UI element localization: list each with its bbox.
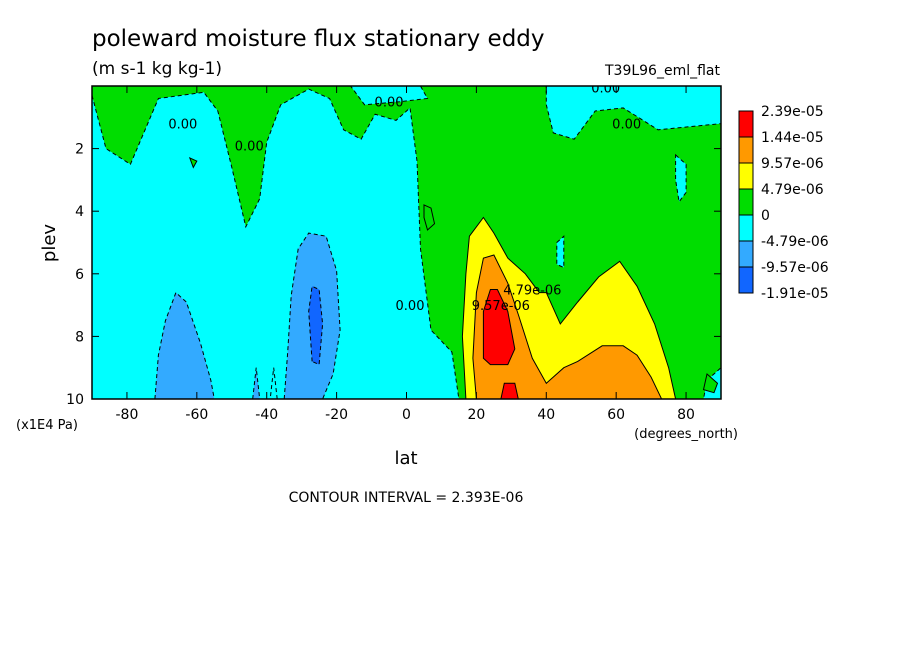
y-tick-label-3: 8 <box>75 329 84 345</box>
y-tick-label-0: 2 <box>75 142 84 158</box>
contour-label-layer: 0.00 0.00 0.00 0.00 0.00 0.00 9.57e-064.79e-06 <box>168 82 641 314</box>
y-tick-label-4: 10 <box>66 392 84 408</box>
run-label: T39L96_eml_flat <box>604 63 721 79</box>
colorbar-label-3: 4.79e-06 <box>761 182 824 198</box>
x-axis-label: lat <box>394 448 417 469</box>
contour-label-6: 9.57e-06 <box>472 299 530 314</box>
contour-region-17 <box>556 235 565 269</box>
contour-region-3 <box>545 86 721 140</box>
colorbar-label-4: 0 <box>761 208 770 224</box>
contour-label-2: 0.00 <box>375 96 404 111</box>
chart-subtitle: (m s-1 kg kg-1) <box>92 59 222 79</box>
contour-label-3: 0.00 <box>396 299 425 314</box>
x-axis-units: (degrees_north) <box>634 427 738 442</box>
colorbar-swatch-5 <box>738 240 754 268</box>
contour-label-0: 0.00 <box>168 118 197 133</box>
x-tick-label-4: 0 <box>402 407 411 423</box>
contour-region-16 <box>675 153 687 204</box>
x-tick-label-1: -60 <box>185 407 208 423</box>
colorbar-swatch-4 <box>738 214 754 242</box>
chart-title: poleward moisture flux stationary eddy <box>92 26 545 52</box>
x-tick-label-8: 80 <box>677 407 695 423</box>
contour-region-15 <box>702 373 719 394</box>
colorbar-swatch-2 <box>738 162 754 190</box>
colorbar-swatch-0 <box>738 110 754 138</box>
contour-region-13 <box>188 157 198 169</box>
x-tick-label-3: -20 <box>325 407 348 423</box>
contour-label-1: 0.00 <box>235 139 264 154</box>
contour-label-4: 0.00 <box>591 82 620 97</box>
y-tick-label-1: 4 <box>75 204 84 220</box>
contour-label-7: 4.79e-06 <box>503 283 561 298</box>
colorbar-swatch-3 <box>738 188 754 216</box>
contour-region-14 <box>423 204 436 231</box>
contour-region-8 <box>308 285 324 366</box>
x-tick-label-2: -40 <box>255 407 278 423</box>
contour-interval: CONTOUR INTERVAL = 2.393E-06 <box>289 490 524 506</box>
colorbar: 2.39e-05 1.44e-05 9.57e-06 4.79e-06 0 -4.79e-… <box>738 104 829 302</box>
colorbar-label-7: -1.91e-05 <box>761 286 829 302</box>
colorbar-swatch-6 <box>738 266 754 294</box>
contour-region-10 <box>472 254 663 399</box>
contour-region-2 <box>349 86 429 106</box>
contour-fill-layer <box>92 86 721 399</box>
x-axis: -80 -60 -40 -20 0 20 40 60 80 <box>116 86 695 423</box>
colorbar-label-1: 1.44e-05 <box>761 130 824 146</box>
y-axis: 2 4 6 8 10 <box>66 142 721 408</box>
colorbar-label-0: 2.39e-05 <box>761 104 824 120</box>
colorbar-label-2: 9.57e-06 <box>761 156 824 172</box>
contour-region-1 <box>92 88 460 399</box>
contour-region-5 <box>154 291 215 399</box>
colorbar-label-5: -4.79e-06 <box>761 234 829 250</box>
contour-label-5: 0.00 <box>612 118 641 133</box>
contour-region-7 <box>252 367 261 399</box>
contour-region-18 <box>269 367 278 399</box>
contour-region-11 <box>482 289 516 366</box>
x-tick-label-7: 60 <box>607 407 625 423</box>
y-tick-label-2: 6 <box>75 267 84 283</box>
contour-region-12 <box>500 382 519 399</box>
colorbar-label-6: -9.57e-06 <box>761 260 829 276</box>
y-axis-units: (x1E4 Pa) <box>16 418 78 433</box>
x-tick-label-0: -80 <box>116 407 139 423</box>
y-axis-label: plev <box>39 224 60 263</box>
colorbar-swatch-1 <box>738 136 754 164</box>
x-tick-label-5: 20 <box>467 407 485 423</box>
x-tick-label-6: 40 <box>537 407 555 423</box>
